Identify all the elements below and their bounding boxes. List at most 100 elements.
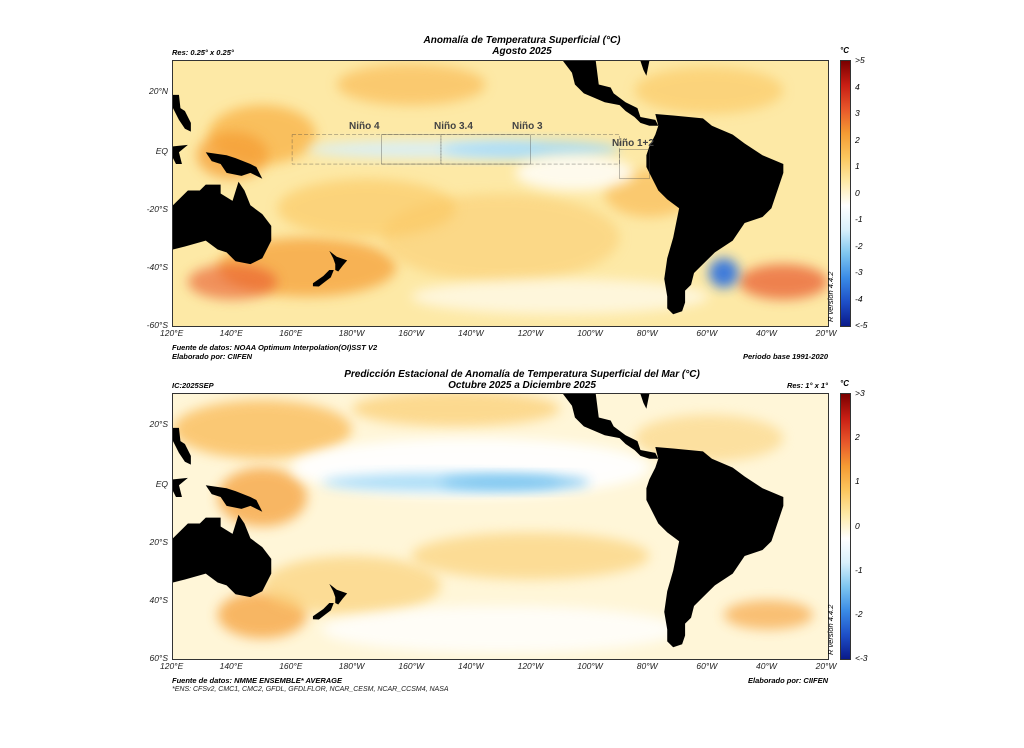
lat-tick-label: 40°S [149, 595, 168, 605]
lat-tick-label: 20°N [149, 86, 168, 96]
lat-tick-label: EQ [155, 479, 168, 489]
bottom-ensemble-note: *ENS: CFSv2, CMC1, CMC2, GFDL, GFDLFLOR,… [172, 686, 449, 693]
lon-tick-label: 160°E [279, 661, 303, 671]
land-new-zealand-north [329, 583, 348, 605]
land-sulawesi [173, 144, 188, 165]
colorbar-tick-label: 0 [855, 187, 860, 198]
warm-anomaly-patch [411, 532, 650, 580]
colorbar-tick-label: 0 [855, 520, 860, 531]
bottom-sst-forecast-map [172, 393, 829, 660]
bottom-resolution: Res: 1° x 1° [786, 381, 828, 390]
bottom-made-by: Elaborado por: CIIFEN [747, 676, 828, 685]
lon-tick-label: 40°W [756, 328, 777, 338]
colorbar-tick-label: 1 [855, 476, 860, 487]
warm-anomaly-patch [173, 399, 352, 459]
lon-tick-label: 20°W [815, 328, 837, 338]
land-south-america [646, 447, 784, 648]
colorbar-tick-label: >3 [855, 388, 865, 398]
warm-anomaly-patch [217, 467, 307, 527]
neutral-patch [515, 155, 635, 191]
warm-anomaly-patch [336, 63, 486, 106]
land-new-guinea [205, 152, 263, 179]
land-sulawesi [173, 477, 188, 498]
cool-anomaly-patch [708, 258, 739, 288]
warm-anomaly-patch [262, 555, 441, 615]
top-source: Fuente de datos: NOAA Optimum Interpolat… [172, 343, 378, 352]
lon-tick-label: 60°W [696, 661, 718, 671]
lon-tick-label: 160°E [279, 328, 303, 338]
colorbar-tick-label: -1 [855, 564, 863, 575]
colorbar-tick-label: -3 [855, 267, 863, 277]
lat-tick-label: -20°S [146, 204, 168, 214]
land-philippines [173, 94, 191, 132]
top-sst-anomaly-map [172, 60, 829, 327]
lon-tick-label: 120°W [517, 328, 544, 338]
land-philippines [173, 427, 191, 465]
colorbar-tick-label: -4 [855, 293, 863, 304]
nino-4-box [292, 135, 441, 164]
colorbar-tick-label: <-5 [855, 320, 868, 330]
lon-tick-label: 60°W [696, 328, 718, 338]
lon-tick-label: 140°E [219, 661, 243, 671]
warm-anomaly-patch [634, 66, 784, 114]
warm-anomaly-patch [738, 264, 828, 300]
warm-anomaly-patch [277, 178, 456, 238]
bottom-title: Predicción Estacional de Anomalía de Tem… [344, 369, 700, 380]
land-australia [173, 514, 272, 598]
bottom-ic: IC:2025SEP [172, 381, 214, 390]
bottom-source: Fuente de datos: NMME ENSEMBLE* AVERAGE [172, 676, 343, 685]
land-south-america [646, 114, 784, 315]
bottom-colorbar [840, 393, 851, 660]
lon-tick-label: 80°W [636, 328, 658, 338]
lon-tick-label: 160°W [398, 328, 424, 338]
land-new-zealand-north [329, 250, 348, 272]
lon-tick-label: 80°W [636, 661, 658, 671]
lon-tick-label: 20°W [815, 661, 837, 671]
lon-tick-label: 140°W [458, 661, 484, 671]
lon-tick-label: 120°W [517, 661, 544, 671]
region-label: Niño 3.4 [434, 121, 473, 132]
top-unit: °C [840, 46, 849, 55]
neutral-patch [411, 278, 709, 315]
lat-tick-label: -60°S [146, 320, 168, 330]
lon-tick-label: 180°W [338, 328, 365, 338]
bottom-unit: °C [840, 379, 849, 388]
top-version: R version 4.4.2 [826, 271, 835, 322]
warm-anomaly-patch [351, 394, 561, 427]
lon-tick-label: 120°E [160, 661, 184, 671]
region-label: Niño 1+2 [612, 138, 654, 149]
land-central-america [539, 394, 659, 459]
neutral-patch [321, 606, 680, 654]
lon-tick-label: 120°E [160, 328, 184, 338]
lat-tick-label: -40°S [146, 262, 168, 272]
land-borneo-edge [172, 135, 173, 156]
bottom-subtitle: Octubre 2025 a Diciembre 2025 [448, 380, 596, 391]
colorbar-tick-label: -2 [855, 608, 863, 619]
colorbar-tick-label: 3 [855, 108, 860, 118]
lon-tick-label: 140°W [458, 328, 484, 338]
top-title: Anomalía de Temperatura Superficial (°C) [423, 35, 621, 46]
warm-anomaly-patch [187, 264, 278, 300]
cool-anomaly-patch [440, 474, 590, 490]
lon-tick-label: 100°W [577, 328, 603, 338]
lat-tick-label: EQ [155, 146, 168, 156]
lon-tick-label: 180°W [338, 661, 365, 671]
lat-tick-label: 20°S [149, 419, 168, 429]
top-base-period: Periodo base 1991-2020 [742, 352, 828, 361]
warm-anomaly-patch [723, 600, 814, 630]
lon-tick-label: 100°W [577, 661, 603, 671]
colorbar-tick-label: -2 [855, 240, 863, 251]
land-new-zealand-south [312, 270, 334, 287]
region-label: Niño 3 [512, 121, 543, 132]
land-new-zealand-south [312, 603, 334, 620]
region-label: Niño 4 [349, 121, 380, 132]
colorbar-tick-label: 2 [855, 134, 860, 145]
colorbar-tick-label: >5 [855, 55, 865, 65]
top-resolution: Res: 0.25° x 0.25° [172, 48, 234, 57]
land-borneo-edge [172, 468, 173, 489]
top-subtitle: Agosto 2025 [492, 46, 552, 57]
top-colorbar [840, 60, 851, 327]
colorbar-tick-label: -1 [855, 214, 863, 224]
nino-12-box [620, 149, 650, 178]
colorbar-tick-label: 2 [855, 432, 860, 443]
